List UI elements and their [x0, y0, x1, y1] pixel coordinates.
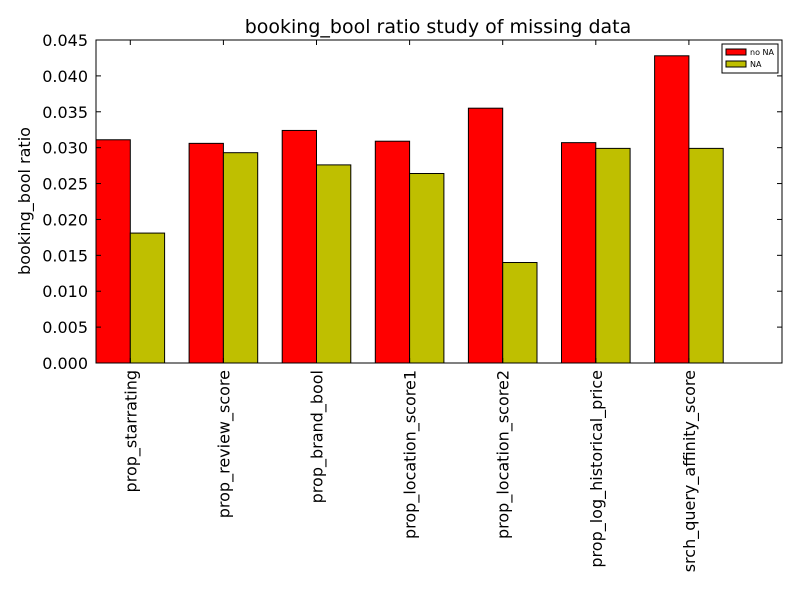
y-tick-label: 0.005: [42, 318, 88, 337]
legend-swatch: [725, 60, 747, 68]
bar-na-2: [316, 164, 352, 364]
plot-frame: [95, 39, 783, 364]
bar-no-na-6: [654, 55, 690, 364]
chart-title: booking_bool ratio study of missing data: [245, 16, 632, 38]
bar-na-3: [409, 173, 445, 364]
bar-no-na-5: [561, 142, 597, 364]
bar-na-4: [502, 262, 538, 364]
y-tick-label: 0.040: [42, 67, 88, 86]
bar-no-na-4: [467, 107, 504, 364]
bar-na-5: [595, 147, 631, 364]
legend-label: NA: [750, 60, 762, 69]
y-tick-label: 0.000: [42, 354, 88, 373]
y-tick-label: 0.030: [42, 139, 88, 158]
bar-no-na-1: [188, 142, 224, 364]
bar-na-0: [129, 232, 166, 364]
y-tick-label: 0.010: [42, 282, 88, 301]
legend: no NA NA: [721, 43, 779, 74]
x-tick-label: prop_location_score2: [494, 370, 514, 539]
x-tick-label: prop_brand_bool: [308, 370, 328, 503]
bar-na-1: [222, 152, 259, 364]
y-tick-label: 0.015: [42, 246, 88, 265]
y-tick-label: 0.045: [42, 31, 88, 50]
y-tick-label: 0.020: [42, 210, 88, 229]
bars: [95, 55, 724, 364]
axes: 0.000 0.005 0.010 0.015 0.020 0.025 0.030 0.035…: [42, 31, 783, 572]
legend-swatch: [725, 48, 747, 56]
bar-no-na-3: [374, 140, 411, 364]
bar-no-na-2: [281, 129, 318, 364]
x-tick-label: srch_query_affinity_score: [680, 370, 700, 572]
y-tick-label: 0.035: [42, 103, 88, 122]
x-tick-label: prop_review_score: [214, 370, 234, 518]
y-tick-label: 0.025: [42, 175, 88, 194]
y-axis-label: booking_bool ratio: [15, 127, 35, 275]
bar-no-na-0: [95, 139, 131, 364]
bar-na-6: [688, 147, 724, 364]
x-tick-label: prop_starrating: [121, 370, 141, 492]
x-tick-label: prop_location_score1: [401, 370, 421, 539]
legend-label: no NA: [750, 48, 774, 57]
x-tick-label: prop_log_historical_price: [587, 370, 607, 568]
